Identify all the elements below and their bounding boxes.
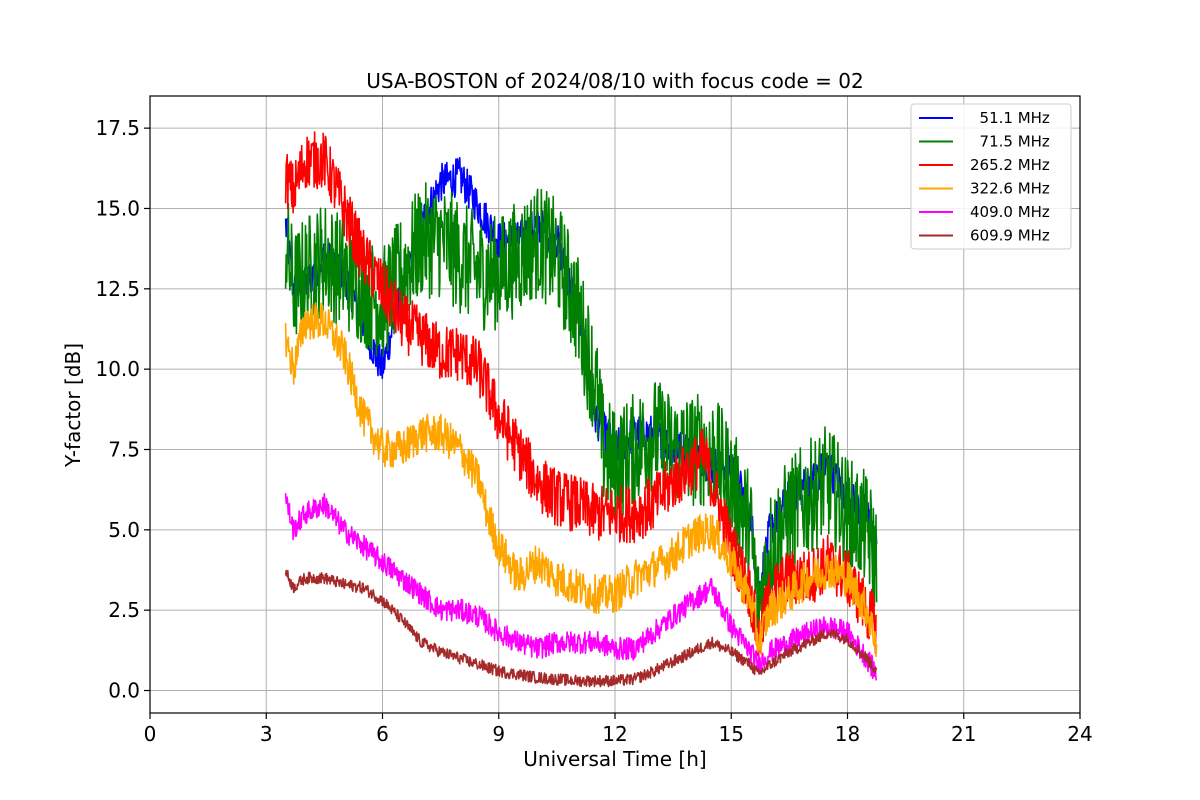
- legend-label: 409.0 MHz: [970, 203, 1050, 221]
- x-tick-label: 21: [951, 722, 976, 746]
- legend-label: 265.2 MHz: [970, 156, 1050, 174]
- x-tick-label: 18: [835, 722, 860, 746]
- legend-label: 71.5 MHz: [970, 133, 1050, 151]
- chart-title: USA-BOSTON of 2024/08/10 with focus code…: [366, 69, 863, 93]
- x-tick-label: 6: [376, 722, 389, 746]
- y-axis-ticks: 0.0 2.5 5.0 7.5 10.0 12.5 15.0 17.5: [95, 116, 150, 703]
- legend-label: 609.9 MHz: [970, 227, 1050, 245]
- legend-label: 51.1 MHz: [970, 109, 1050, 127]
- y-axis-label: Y-factor [dB]: [61, 343, 85, 468]
- y-tick-label: 5.0: [108, 518, 140, 542]
- legend: 51.1 MHz 71.5 MHz 265.2 MHz 322.6 MHz 409.0…: [910, 103, 1072, 250]
- y-tick-label: 15.0: [95, 196, 140, 220]
- legend-label: 322.6 MHz: [970, 180, 1050, 198]
- y-tick-label: 17.5: [95, 116, 140, 140]
- y-tick-label: 7.5: [108, 437, 140, 461]
- series-lines: [284, 131, 878, 688]
- series-line: [284, 302, 878, 658]
- series-line: [284, 182, 878, 644]
- series-line: [284, 493, 878, 681]
- series-line: [284, 569, 878, 688]
- x-tick-label: 0: [144, 722, 157, 746]
- x-tick-label: 12: [602, 722, 627, 746]
- y-tick-label: 0.0: [108, 679, 140, 703]
- y-tick-label: 2.5: [108, 598, 140, 622]
- x-tick-label: 3: [260, 722, 273, 746]
- x-tick-label: 9: [492, 722, 505, 746]
- x-axis-ticks: 0 3 6 9 12 15 18 21 24: [144, 713, 1093, 746]
- y-tick-label: 12.5: [95, 277, 140, 301]
- y-tick-label: 10.0: [95, 357, 140, 381]
- x-axis-label: Universal Time [h]: [523, 747, 706, 771]
- series-line: [284, 131, 878, 657]
- x-tick-label: 24: [1067, 722, 1092, 746]
- x-tick-label: 15: [719, 722, 744, 746]
